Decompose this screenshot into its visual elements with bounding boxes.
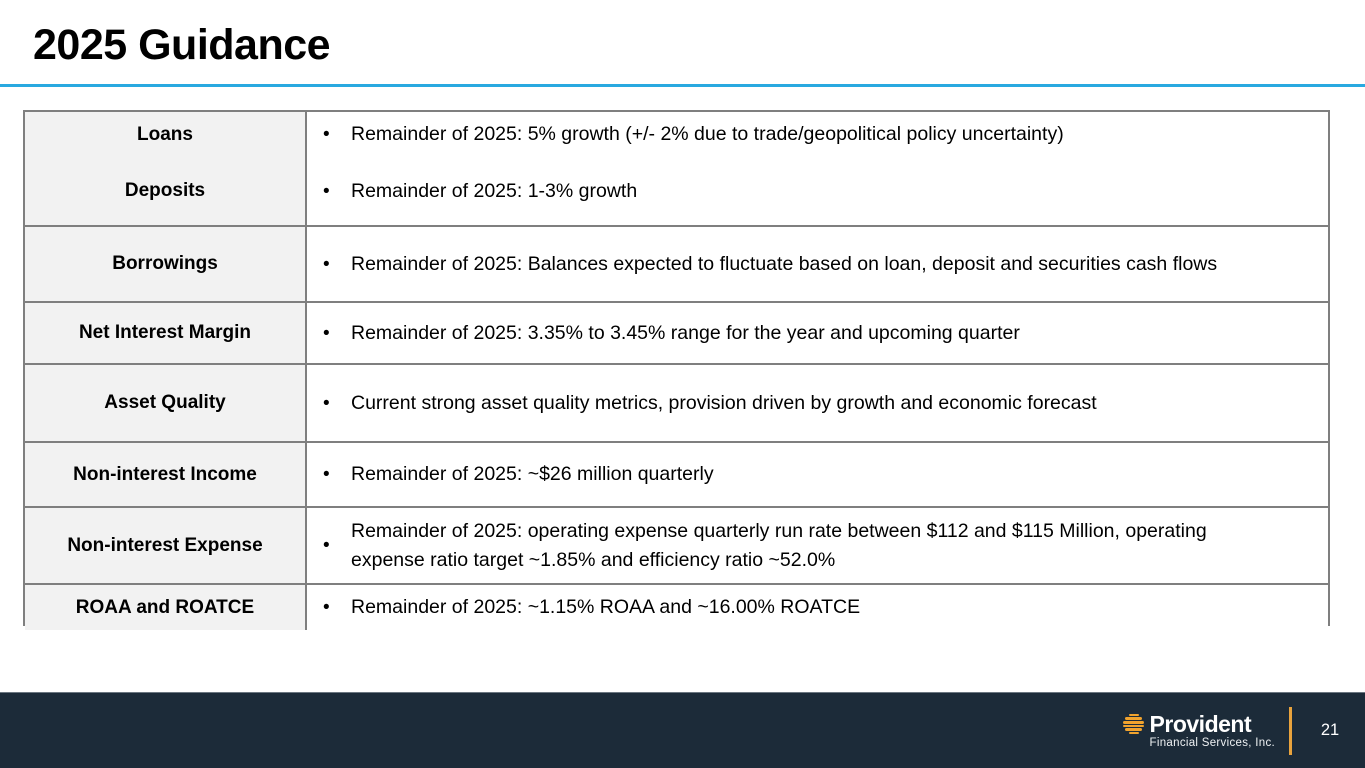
row-label: Net Interest Margin bbox=[25, 303, 307, 363]
bullet-icon: • bbox=[323, 322, 330, 344]
row-content: • Remainder of 2025: 5% growth (+/- 2% d… bbox=[307, 112, 1328, 157]
table-row-net-interest-margin: Net Interest Margin • Remainder of 2025:… bbox=[25, 301, 1328, 363]
row-content: • Remainder of 2025: 1-3% growth bbox=[307, 157, 1328, 225]
row-content: • Remainder of 2025: operating expense q… bbox=[307, 508, 1328, 583]
row-text: Current strong asset quality metrics, pr… bbox=[351, 391, 1097, 414]
row-text: Remainder of 2025: operating expense qua… bbox=[351, 519, 1207, 571]
table-row-borrowings: Borrowings • Remainder of 2025: Balances… bbox=[25, 225, 1328, 301]
row-text: Remainder of 2025: 1-3% growth bbox=[351, 179, 638, 202]
row-label: Asset Quality bbox=[25, 365, 307, 441]
row-text: Remainder of 2025: ~1.15% ROAA and ~16.0… bbox=[351, 596, 861, 618]
row-text: Remainder of 2025: Balances expected to … bbox=[351, 252, 1218, 275]
provident-beehive-icon bbox=[1123, 713, 1145, 735]
row-text: Remainder of 2025: 5% growth (+/- 2% due… bbox=[351, 123, 1064, 145]
bullet-icon: • bbox=[323, 535, 330, 556]
logo-top-row: Provident bbox=[1123, 710, 1275, 737]
title-accent-rule bbox=[0, 84, 1365, 87]
row-content: • Remainder of 2025: 3.35% to 3.45% rang… bbox=[307, 303, 1328, 363]
table-row-deposits: Deposits • Remainder of 2025: 1-3% growt… bbox=[25, 155, 1328, 225]
bullet-icon: • bbox=[323, 597, 330, 618]
row-content: • Remainder of 2025: ~$26 million quarte… bbox=[307, 443, 1328, 506]
table-row-asset-quality: Asset Quality • Current strong asset qua… bbox=[25, 363, 1328, 441]
bullet-icon: • bbox=[323, 124, 330, 145]
row-label: Non-interest Income bbox=[25, 443, 307, 506]
footer-divider bbox=[1289, 706, 1292, 755]
row-content: • Remainder of 2025: Balances expected t… bbox=[307, 227, 1328, 301]
table-row-non-interest-income: Non-interest Income • Remainder of 2025:… bbox=[25, 441, 1328, 506]
guidance-table: Loans • Remainder of 2025: 5% growth (+/… bbox=[23, 110, 1330, 630]
footer-bar: Provident Financial Services, Inc. 21 bbox=[0, 692, 1365, 768]
bullet-icon: • bbox=[323, 464, 330, 485]
row-label: ROAA and ROATCE bbox=[25, 585, 307, 630]
row-label: Borrowings bbox=[25, 227, 307, 301]
table-row-non-interest-expense: Non-interest Expense • Remainder of 2025… bbox=[25, 506, 1328, 583]
bullet-icon: • bbox=[323, 180, 330, 202]
bullet-icon: • bbox=[323, 253, 330, 275]
row-text: Remainder of 2025: 3.35% to 3.45% range … bbox=[351, 321, 1020, 344]
row-content: • Remainder of 2025: ~1.15% ROAA and ~16… bbox=[307, 585, 1328, 630]
logo-name: Provident bbox=[1149, 710, 1252, 737]
row-label: Non-interest Expense bbox=[25, 508, 307, 583]
row-text: Remainder of 2025: ~$26 million quarterl… bbox=[351, 463, 714, 485]
page-number: 21 bbox=[1320, 721, 1340, 739]
row-label: Loans bbox=[25, 112, 307, 157]
page-title: 2025 Guidance bbox=[33, 21, 331, 69]
table-row-roaa-roatce: ROAA and ROATCE • Remainder of 2025: ~1.… bbox=[25, 583, 1328, 630]
row-label: Deposits bbox=[25, 157, 307, 225]
provident-logo: Provident Financial Services, Inc. bbox=[1123, 710, 1275, 749]
logo-subtitle: Financial Services, Inc. bbox=[1149, 736, 1275, 749]
table-row-loans: Loans • Remainder of 2025: 5% growth (+/… bbox=[25, 112, 1328, 157]
bullet-icon: • bbox=[323, 392, 330, 414]
row-content: • Current strong asset quality metrics, … bbox=[307, 365, 1328, 441]
